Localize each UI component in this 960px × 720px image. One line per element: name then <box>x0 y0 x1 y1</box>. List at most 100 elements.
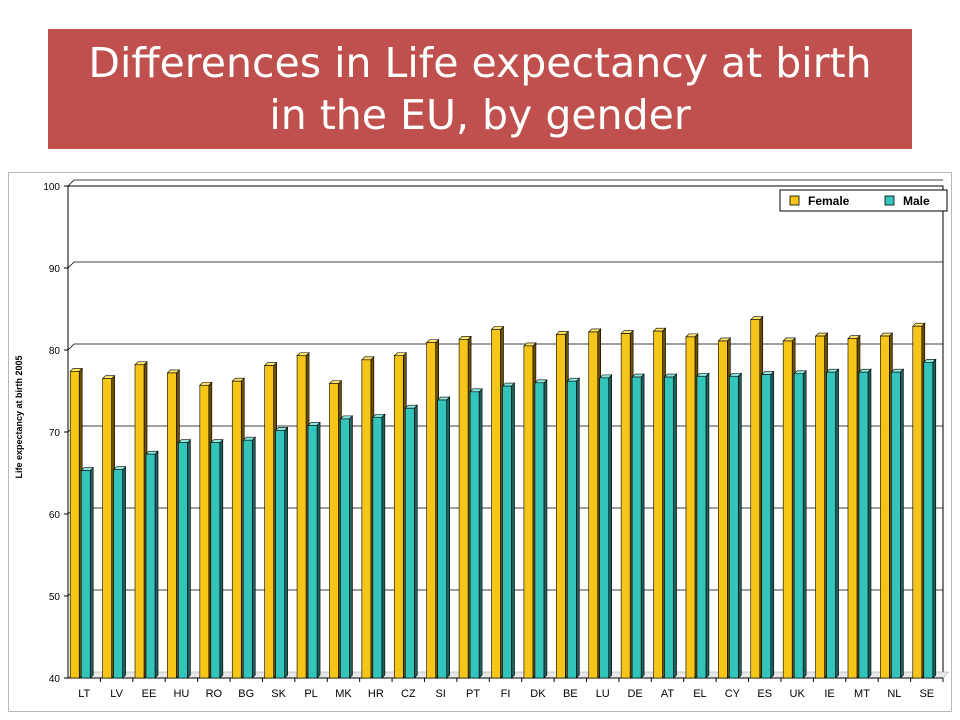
bar-male-side <box>511 382 515 679</box>
y-axis-label: Life expectancy at birth 2005 <box>14 355 24 478</box>
bar-female <box>847 338 858 679</box>
y-tick-label: 70 <box>49 428 61 439</box>
x-tick-label: ES <box>757 688 772 700</box>
bar-male <box>404 407 415 679</box>
bar-male-side <box>381 413 386 679</box>
x-tick-label: LT <box>78 688 90 700</box>
bar-female <box>264 365 274 679</box>
bar-male <box>826 371 836 679</box>
x-tick-label: EL <box>693 688 706 700</box>
bar-female <box>491 329 501 679</box>
x-tick-label: EE <box>142 688 157 700</box>
bar-male-side <box>867 368 872 679</box>
y-tick-label: 60 <box>49 510 61 521</box>
bar-male-side <box>802 370 807 679</box>
bar-male <box>696 375 707 679</box>
x-tick-label: RO <box>206 688 223 700</box>
bar-male-side <box>932 358 937 679</box>
bar-female <box>199 384 210 679</box>
bar-male-side <box>673 373 677 679</box>
bar-female <box>296 355 307 679</box>
y-tick-label: 40 <box>49 674 61 685</box>
x-tick-label: CY <box>725 688 741 700</box>
bar-male-side <box>316 421 321 679</box>
bar-male <box>502 385 512 679</box>
bar-female <box>69 371 80 679</box>
x-tick-label: HU <box>173 688 189 700</box>
legend-box <box>779 189 948 212</box>
bar-male-side <box>122 465 126 679</box>
bar-female <box>134 364 145 679</box>
bar-male <box>729 375 739 679</box>
bar-male-side <box>219 438 224 679</box>
x-tick-label: PL <box>304 688 317 700</box>
bar-male <box>275 430 285 679</box>
bar-female <box>393 355 404 679</box>
x-tick-label: AT <box>661 688 675 700</box>
bar-male <box>534 382 545 679</box>
x-tick-label: BE <box>563 688 578 700</box>
bar-male-side <box>446 396 450 679</box>
bar-male <box>113 469 123 679</box>
bar-male <box>631 376 642 679</box>
bar-male <box>210 442 221 679</box>
bar-male-side <box>89 466 94 679</box>
bar-male-side <box>835 368 839 679</box>
bar-female <box>912 325 923 679</box>
bar-female <box>653 330 663 679</box>
bar-male-side <box>640 373 645 679</box>
bar-male-side <box>738 372 742 679</box>
bar-male <box>242 439 253 679</box>
bar-male-side <box>608 374 613 679</box>
bar-female <box>361 359 372 679</box>
bar-male-side <box>284 426 288 679</box>
x-tick-label: SK <box>271 688 286 700</box>
y-tick-label: 80 <box>49 346 61 357</box>
y-tick-label: 90 <box>49 264 61 275</box>
x-tick-label: FI <box>501 688 511 700</box>
chart-frame: 40 50 60 70 80 90 100 Life expectancy at birth … <box>8 172 952 712</box>
bar-female <box>329 383 339 679</box>
bar-male <box>340 418 350 679</box>
x-tick-label: HR <box>368 688 384 700</box>
bar-female <box>718 340 728 679</box>
x-tick-label: MT <box>854 688 870 700</box>
x-tick-label: DK <box>530 688 546 700</box>
x-tick-label: PT <box>466 688 480 700</box>
slide-title-line-1: Differences in Life expectancy at birth <box>88 39 872 87</box>
bar-male <box>437 399 447 679</box>
bar-male-side <box>543 379 548 679</box>
x-tick-label: MK <box>335 688 352 700</box>
x-tick-label: CZ <box>401 688 416 700</box>
bar-male <box>664 376 674 679</box>
life-expectancy-chart: 40 50 60 70 80 90 100 Life expectancy at birth … <box>14 179 950 700</box>
bar-male-side <box>349 415 353 679</box>
bar-male <box>793 373 804 679</box>
legend-label-female: Female <box>808 194 850 208</box>
x-tick-label: SI <box>435 688 445 700</box>
bar-female <box>620 333 631 679</box>
x-tick-label: BG <box>238 688 254 700</box>
bar-male-side <box>770 370 775 679</box>
bar-female <box>815 335 825 679</box>
bar-male-side <box>900 368 904 679</box>
gridline-slant <box>67 343 75 351</box>
bar-male <box>567 380 577 679</box>
gridline-slant <box>67 179 75 187</box>
bar-male-side <box>478 388 483 679</box>
bar-male <box>178 442 188 679</box>
bar-female <box>231 380 242 679</box>
x-tick-label: NL <box>887 688 901 700</box>
x-tick-label: LV <box>110 688 123 700</box>
y-tick-label: 100 <box>43 182 60 193</box>
bar-male-side <box>576 377 580 679</box>
bar-male <box>307 425 318 679</box>
bar-female <box>750 319 761 679</box>
y-tick-label: 50 <box>49 592 61 603</box>
bar-female <box>458 339 469 679</box>
bar-male <box>469 391 480 679</box>
x-tick-label: UK <box>790 688 806 700</box>
bar-male <box>858 371 869 679</box>
slide-title-line-2: in the EU, by gender <box>269 91 691 139</box>
x-tick-label: DE <box>627 688 642 700</box>
